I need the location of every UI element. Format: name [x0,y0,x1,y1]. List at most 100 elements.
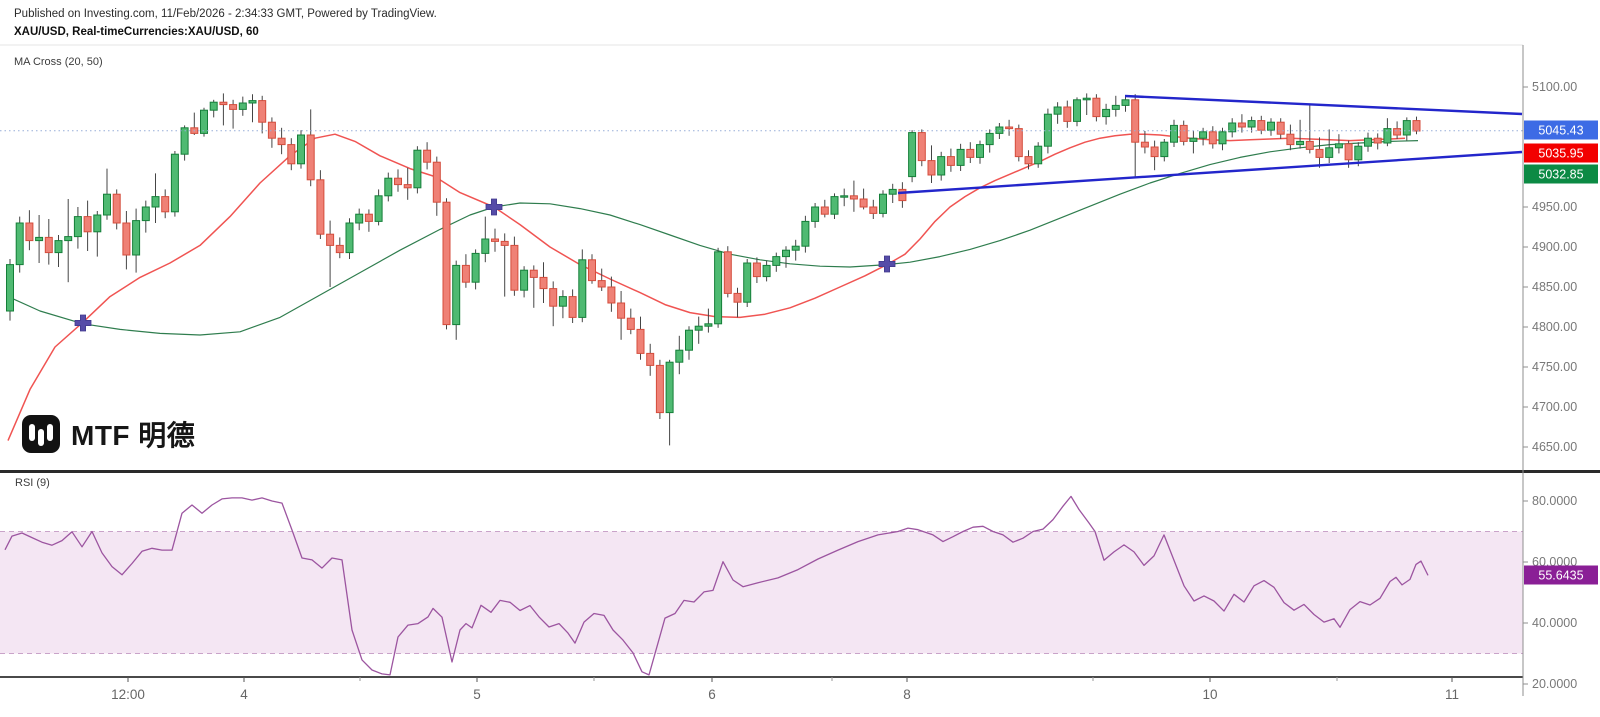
candle [1305,103,1314,154]
candle-body-down [617,302,626,319]
candle [1073,97,1081,127]
candle [267,117,276,148]
trendline[interactable] [1124,94,1523,116]
candle-body-down [277,137,286,146]
candle-body-down [316,179,325,235]
candle-body-up [471,252,480,283]
candle [209,99,218,118]
candle [1393,121,1402,139]
candle-body-up [73,216,82,238]
candle-body-down [820,206,829,215]
candle [811,203,820,228]
rsi-axis-label: 40.0000 [1532,616,1577,630]
candle-body-up [1228,122,1237,133]
candle-body-down [83,216,92,233]
axes[interactable] [0,45,1600,696]
candle-body-down [597,280,606,288]
rsi-axis-label: 20.0000 [1532,677,1577,691]
ma-cross-indicator-label[interactable]: MA Cross (20, 50) [14,56,103,68]
candle [335,237,344,259]
candle [801,215,810,253]
candle-body-up [520,269,529,291]
candle [1257,115,1266,135]
candle-body-down [432,161,441,203]
candle [122,211,131,270]
candle-body-up [675,349,684,363]
candle [297,130,305,169]
candle [694,316,703,344]
time-axis-label: 12:00 [111,687,145,702]
candle [364,209,373,232]
candle [132,208,141,273]
candle-body-up [103,193,111,216]
candle [423,142,432,170]
trendline[interactable] [897,150,1523,195]
trendlines[interactable] [897,94,1523,195]
candle [1218,127,1227,151]
candle [64,199,73,283]
candle-body-up [1170,124,1178,143]
price-axis-label: 4950.00 [1532,200,1577,214]
time-axis-label: 11 [1445,687,1459,702]
candle [1267,118,1275,136]
candle [1150,140,1159,171]
candle-body-up [1199,131,1208,139]
candle [258,95,267,134]
candle [510,236,519,296]
candle [1034,142,1043,168]
ma50-line [7,140,1419,336]
candle [1228,118,1237,138]
candle-body-down [44,236,53,254]
candle-body-down [859,198,868,208]
candle [869,199,878,219]
candle-body-up [791,245,800,251]
ma-cross-marker-icon [878,255,896,273]
candle [917,129,926,167]
time-axis[interactable]: 12:00 4 5 6 8 10 11 [111,677,1459,702]
candle-body-down [917,132,926,162]
candle [1237,114,1246,133]
candle [1014,124,1023,162]
candle-body-up [888,188,897,195]
candle [1364,132,1372,152]
mtf-logo-icon [22,415,60,453]
candle [25,210,34,251]
candle-body-down [646,352,655,366]
candle-body-down [636,328,645,354]
candle [1111,95,1120,117]
rsi-pane[interactable] [0,495,1523,676]
candle [898,182,907,208]
candle-body-down [122,222,131,256]
candle-body-down [869,206,878,214]
candle-body-down [607,286,616,304]
candle [500,233,509,297]
candle [636,316,645,360]
candle [1082,93,1091,115]
candle [1402,117,1411,141]
candle [723,246,732,298]
rsi-line [4,495,1429,676]
candle [44,219,53,265]
candle-body-down [1257,120,1266,131]
candle-body-up [782,249,790,258]
rsi-indicator-label[interactable]: RSI (9) [15,477,50,489]
candle [976,140,984,164]
candle-body-down [723,251,732,294]
candle [849,180,858,212]
candle-body-up [578,259,587,318]
candle-body-up [238,102,247,110]
candle-body-up [985,132,994,146]
candle-body-up [452,264,461,326]
candle-body-down [442,201,451,326]
candle [15,216,24,273]
candle [675,335,684,375]
candle-body-down [1286,133,1295,146]
candle [93,211,102,257]
candle-body-down [461,264,470,283]
candle [248,94,257,123]
candle [859,188,868,210]
ma-cross-marker-icon [74,314,92,332]
candle-body-up [355,213,364,224]
candle [73,207,82,249]
